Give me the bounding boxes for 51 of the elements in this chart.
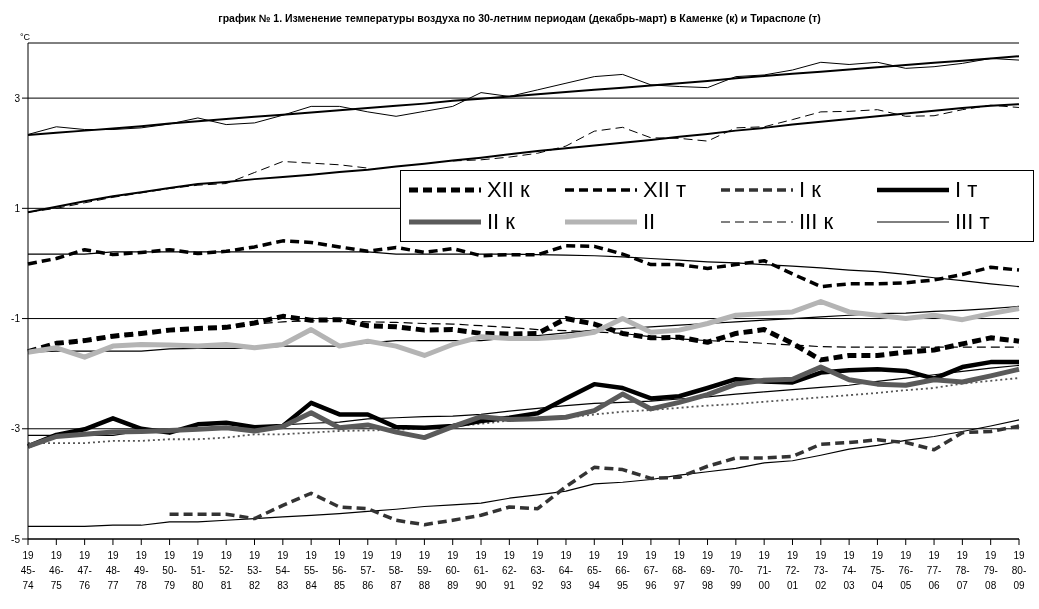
x-tick-label: 19 54- 83	[275, 550, 291, 591]
x-tick-label: 19 53- 82	[247, 550, 262, 591]
legend-label: III т	[955, 209, 990, 235]
x-tick-label: 19 47- 76	[77, 550, 92, 591]
x-tick-label: 19 55- 84	[303, 550, 319, 591]
y-tick-label: 1	[14, 202, 21, 214]
x-tick-label: 19 71- 00	[756, 550, 772, 591]
x-tick-label: 19 58- 87	[388, 550, 404, 591]
x-tick-label: 19 60- 89	[445, 550, 460, 591]
x-tick-label: 19 57- 86	[360, 550, 375, 591]
legend-label: II к	[487, 209, 515, 235]
y-tick-label: -1	[11, 313, 21, 325]
x-tick-label: 19 70- 99	[728, 550, 744, 591]
x-tick-label: 19 66- 95	[615, 550, 630, 591]
x-tick-label: 19 68- 97	[672, 550, 687, 591]
legend-label: III к	[799, 209, 834, 235]
legend-label: II	[643, 209, 656, 235]
x-tick-label: 19 56- 85	[332, 550, 347, 591]
x-tick-label: 19 65- 94	[587, 550, 602, 591]
x-tick-label: 19 69- 98	[700, 550, 715, 591]
legend-label: XII к	[487, 177, 530, 203]
y-tick-label: 3	[14, 92, 21, 104]
legend-label: XII т	[643, 177, 687, 203]
x-tick-label: 19 80- 09	[1011, 550, 1027, 591]
x-tick-label: 19 74- 03	[841, 550, 857, 591]
y-tick-label: -3	[11, 423, 21, 435]
x-tick-label: 19 77- 06	[926, 550, 942, 591]
x-tick-label: 19 48- 77	[105, 550, 121, 591]
x-tick-label: 19 73- 02	[813, 550, 829, 591]
x-tick-label: 19 46- 75	[49, 550, 64, 591]
legend-label: I т	[955, 177, 978, 203]
x-tick-label: 19 50- 79	[162, 550, 177, 591]
x-tick-label: 19 63- 92	[530, 550, 545, 591]
x-tick-label: 19 52- 81	[218, 550, 234, 591]
y-axis-title: °C	[20, 32, 31, 42]
y-tick-label: -5	[11, 533, 21, 545]
x-tick-label: 19 78- 07	[955, 550, 970, 591]
x-tick-label: 19 62- 91	[502, 550, 517, 591]
x-tick-label: 19 49- 78	[134, 550, 149, 591]
legend-label: I к	[799, 177, 821, 203]
x-tick-label: 19 76- 05	[898, 550, 913, 591]
x-tick-label: 19 67- 96	[643, 550, 659, 591]
x-tick-label: 19 64- 93	[558, 550, 574, 591]
x-tick-label: 19 51- 80	[190, 550, 206, 591]
x-tick-label: 19 75- 04	[870, 550, 885, 591]
x-tick-label: 19 72- 01	[785, 550, 800, 591]
x-tick-label: 19 61- 90	[473, 550, 489, 591]
x-tick-label: 19 45- 74	[20, 550, 36, 591]
x-tick-label: 19 59- 88	[417, 550, 432, 591]
chart-title: график № 1. Изменение температуры воздуха по 30-летним периодам (декабрь-март) в Каменке (к) и Тирасполе (т)	[217, 12, 822, 24]
x-tick-label: 19 79- 08	[983, 550, 998, 591]
